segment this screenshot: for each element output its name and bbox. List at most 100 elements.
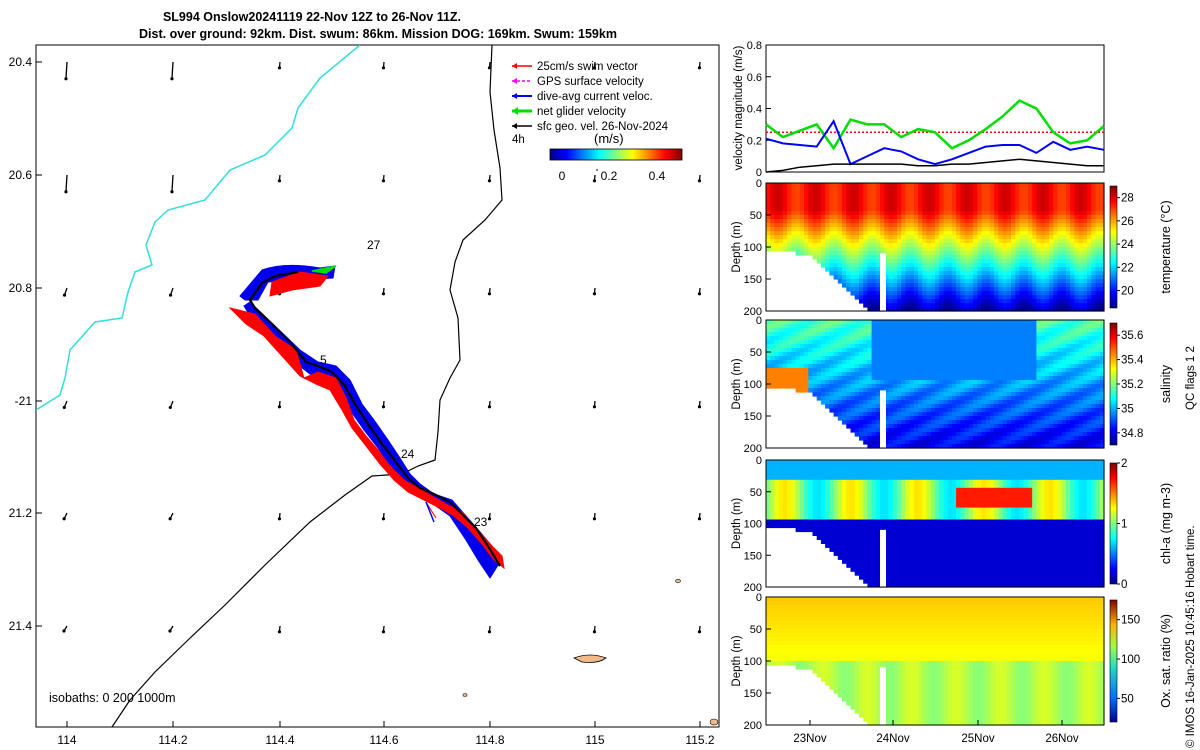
section-cell — [1082, 332, 1088, 337]
section-cell — [778, 523, 784, 529]
section-cell — [905, 404, 911, 409]
section-cell — [994, 199, 999, 204]
section-cell — [926, 440, 932, 445]
section-cell — [901, 328, 906, 333]
section-cell — [1057, 412, 1063, 417]
section-cell — [935, 199, 940, 204]
section-cell — [918, 263, 923, 268]
section-cell — [892, 320, 898, 325]
section-cell — [863, 360, 868, 365]
section-cell — [973, 223, 978, 228]
section-cell — [820, 223, 826, 228]
section-cell — [871, 211, 877, 216]
section-cell — [1028, 376, 1033, 381]
section-cell — [795, 384, 801, 389]
section-cell — [1057, 227, 1063, 232]
section-cell — [1082, 320, 1088, 325]
section-cell — [1006, 384, 1012, 389]
section-cell — [913, 380, 919, 385]
section-cell — [888, 243, 894, 248]
section-cell — [1057, 340, 1063, 345]
section-cell — [964, 396, 970, 401]
section-cell — [935, 291, 940, 296]
section-cell — [892, 340, 898, 345]
section-cell — [863, 203, 868, 208]
section-cell — [1032, 332, 1037, 337]
section-cell — [1061, 388, 1067, 393]
section-cell — [812, 324, 818, 329]
section-cell — [791, 499, 797, 505]
section-cell — [888, 356, 894, 361]
section-cell — [947, 187, 953, 192]
section-cell — [1049, 215, 1054, 220]
section-cell — [913, 384, 919, 389]
section-cell — [888, 404, 894, 409]
geo-vector-head — [592, 66, 597, 70]
section-cell — [770, 219, 775, 224]
section-cell — [973, 384, 978, 389]
section-cell — [1028, 396, 1033, 401]
section-cell — [977, 267, 983, 272]
section-cell — [998, 223, 1004, 228]
section-cell — [770, 324, 775, 329]
section-cell — [812, 372, 818, 377]
section-cell — [1095, 432, 1101, 437]
section-cell — [837, 356, 843, 361]
section-cell — [947, 404, 953, 409]
section-cell — [1015, 392, 1021, 397]
section-cell — [989, 191, 995, 196]
section-cell — [766, 491, 771, 497]
section-cell — [1002, 307, 1008, 312]
section-cell — [1095, 420, 1101, 425]
section-cell — [1006, 199, 1012, 204]
section-cell — [774, 227, 780, 232]
section-cell — [943, 320, 949, 325]
section-cell — [960, 380, 966, 385]
section-cell — [1087, 215, 1092, 220]
section-cell — [913, 251, 919, 256]
section-cell — [951, 372, 957, 377]
section-cell — [909, 279, 915, 284]
section-cell — [892, 235, 898, 240]
section-cell — [1078, 231, 1084, 236]
section-cell — [1015, 412, 1021, 417]
section-cell — [766, 344, 771, 349]
section-cell — [905, 328, 911, 333]
section-cell — [985, 356, 991, 361]
section-cell — [989, 444, 995, 449]
section-cell — [766, 356, 771, 361]
section-cell — [880, 219, 885, 224]
section-cell — [880, 336, 885, 341]
section-cell — [951, 299, 957, 304]
section-cell — [918, 307, 923, 312]
section-cell — [1087, 187, 1092, 192]
section-cell — [998, 255, 1004, 260]
section-cell — [804, 211, 809, 216]
section-cell — [973, 372, 978, 377]
section-cell — [871, 195, 877, 200]
section-cell — [981, 352, 987, 357]
section-cell — [888, 231, 894, 236]
section-cell — [1015, 336, 1021, 341]
section-cell — [1019, 336, 1025, 341]
section-cell — [964, 243, 970, 248]
section-cell — [791, 380, 797, 385]
section-cell — [1057, 432, 1063, 437]
section-cell — [1061, 360, 1067, 365]
section-cell — [994, 324, 999, 329]
section-cell — [888, 191, 894, 196]
section-cell — [1082, 368, 1088, 373]
section-cell — [981, 263, 987, 268]
section-cell — [1040, 211, 1046, 216]
section-cell — [1070, 223, 1075, 228]
section-cell — [1078, 243, 1084, 248]
section-cell — [1028, 372, 1033, 377]
section-cell — [998, 187, 1004, 192]
section-cell — [770, 203, 775, 208]
section-cell — [943, 344, 949, 349]
section-cell — [1036, 231, 1042, 236]
section-cell — [977, 251, 983, 256]
section-cell — [947, 356, 953, 361]
section-cell — [1087, 376, 1092, 381]
